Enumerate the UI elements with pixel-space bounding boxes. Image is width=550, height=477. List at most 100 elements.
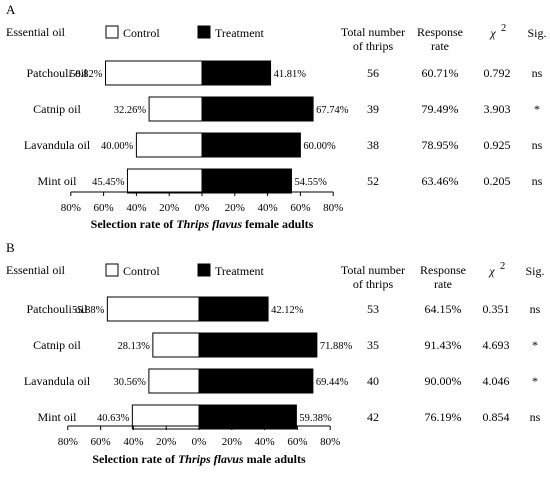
total-number-value: 40: [367, 374, 379, 388]
legend-label-treatment: Treatment: [215, 264, 265, 278]
bar-treatment: [201, 96, 314, 122]
bar-control: [105, 60, 203, 86]
significance-value: ns: [530, 302, 541, 316]
col-header-chi-superscript: 2: [501, 23, 506, 34]
col-header-chi: χ: [488, 264, 495, 278]
chi-square-value: 0.351: [483, 302, 510, 316]
chi-square-value: 0.205: [484, 174, 511, 188]
total-number-value: 38: [367, 138, 379, 152]
data-label-control: 40.00%: [101, 141, 134, 152]
x-tick-label: 60%: [91, 436, 111, 448]
data-label-control: 55.88%: [72, 305, 105, 316]
col-header-total-line1: Total number: [341, 25, 405, 39]
col-header-sig: Sig.: [527, 26, 546, 40]
x-axis-label-pre: Selection rate of: [92, 452, 178, 466]
significance-value: ns: [532, 174, 543, 188]
col-header-total-line2: of thrips: [353, 39, 394, 53]
legend-swatch-control: [105, 25, 119, 39]
x-tick-label: 40%: [258, 202, 278, 214]
legend-label-control: Control: [123, 26, 160, 40]
category-label: Catnip oil: [33, 338, 81, 352]
chi-square-value: 0.925: [484, 138, 511, 152]
legend-label-treatment: Treatment: [215, 26, 265, 40]
response-rate-value: 60.71%: [422, 66, 459, 80]
category-label: Mint oil: [37, 174, 77, 188]
category-label: Patchouli oil: [27, 66, 89, 80]
col-header-total-line1: Total number: [341, 263, 405, 277]
significance-value: ns: [530, 410, 541, 424]
data-label-control: 28.13%: [117, 341, 150, 352]
response-rate-value: 64.15%: [425, 302, 462, 316]
x-tick-label: 20%: [156, 436, 176, 448]
x-axis-label: Selection rate of Thrips flavus female a…: [91, 217, 314, 231]
chi-square-value: 0.854: [483, 410, 510, 424]
total-number-value: 42: [367, 410, 379, 424]
panel-label: B: [6, 240, 15, 255]
significance-value: *: [532, 374, 538, 388]
legend-swatch-control: [105, 263, 119, 277]
total-number-value: 56: [367, 66, 379, 80]
category-label: Catnip oil: [33, 102, 81, 116]
col-header-chi-superscript: 2: [500, 261, 505, 272]
bar-control: [131, 404, 200, 430]
significance-value: *: [534, 102, 540, 116]
x-tick-label: 40%: [255, 436, 275, 448]
panel-a: A Essential oil Control Treatment Total numb…: [6, 2, 547, 231]
total-number-value: 53: [367, 302, 379, 316]
data-label-treatment: 41.81%: [274, 69, 307, 80]
chi-square-value: 4.046: [483, 374, 510, 388]
data-label-control: 40.63%: [97, 413, 130, 424]
x-axis-label-post: female adults: [242, 217, 314, 231]
response-rate-value: 90.00%: [425, 374, 462, 388]
x-tick-label: 60%: [287, 436, 307, 448]
x-axis-label-species: Thrips flavus: [178, 452, 244, 466]
response-rate-value: 79.49%: [422, 102, 459, 116]
x-tick-label: 80%: [61, 202, 81, 214]
significance-value: ns: [532, 138, 543, 152]
x-tick-label: 80%: [323, 202, 343, 214]
header-essential-oil: Essential oil: [6, 263, 66, 277]
bar-treatment: [201, 168, 292, 194]
category-label: Patchouli oil: [27, 302, 89, 316]
x-axis-label-species: Thrips flavus: [176, 217, 242, 231]
col-header-chi: χ: [489, 26, 496, 40]
response-rate-value: 76.19%: [425, 410, 462, 424]
response-rate-value: 91.43%: [425, 338, 462, 352]
header-essential-oil: Essential oil: [6, 25, 66, 39]
x-axis-label: Selection rate of Thrips flavus male adu…: [92, 452, 306, 466]
chi-square-value: 0.792: [484, 66, 511, 80]
data-label-treatment: 60.00%: [303, 141, 336, 152]
x-tick-label: 20%: [222, 436, 242, 448]
category-label: Mint oil: [37, 410, 77, 424]
bar-control: [135, 132, 203, 158]
category-label: Lavandula oil: [24, 374, 91, 388]
bar-treatment: [198, 296, 269, 322]
data-label-treatment: 69.44%: [316, 377, 349, 388]
col-header-response-line2: rate: [434, 277, 452, 291]
bar-control: [106, 296, 200, 322]
bar-control: [126, 168, 203, 194]
data-label-control: 58.82%: [70, 69, 103, 80]
significance-value: *: [532, 338, 538, 352]
x-tick-label: 60%: [94, 202, 114, 214]
category-label: Lavandula oil: [24, 138, 91, 152]
x-tick-label: 0%: [195, 202, 210, 214]
data-label-treatment: 67.74%: [316, 105, 349, 116]
response-rate-value: 78.95%: [422, 138, 459, 152]
significance-value: ns: [532, 66, 543, 80]
legend-swatch-treatment: [197, 25, 211, 39]
x-tick-label: 60%: [290, 202, 310, 214]
data-label-treatment: 59.38%: [299, 413, 332, 424]
x-tick-label: 80%: [58, 436, 78, 448]
x-tick-label: 20%: [225, 202, 245, 214]
bar-treatment: [201, 132, 301, 158]
panel-label: A: [6, 2, 16, 17]
chi-square-value: 4.693: [483, 338, 510, 352]
total-number-value: 39: [367, 102, 379, 116]
total-number-value: 35: [367, 338, 379, 352]
data-label-treatment: 54.55%: [294, 177, 327, 188]
x-tick-label: 20%: [159, 202, 179, 214]
bar-control: [148, 368, 200, 394]
bar-control: [148, 96, 203, 122]
